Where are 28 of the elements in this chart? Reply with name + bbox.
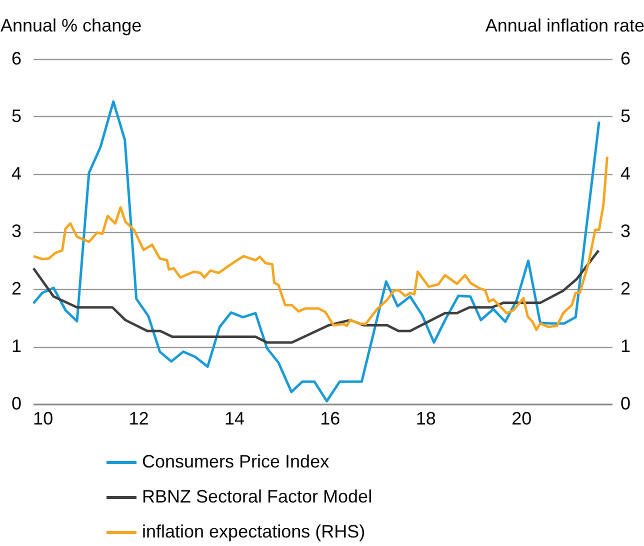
y-tick-label: 2: [11, 278, 22, 298]
y-tick-label: 1: [11, 336, 22, 356]
y2-tick-label: 2: [620, 278, 631, 298]
y2-tick-label: 3: [620, 221, 631, 241]
y2-tick-label: 0: [620, 394, 631, 414]
x-tick-label: 14: [224, 408, 244, 428]
y-tick-label: 6: [11, 48, 22, 68]
line-series: [32, 100, 600, 402]
legend-label: Consumers Price Index: [142, 452, 330, 472]
x-tick-label: 18: [416, 408, 436, 428]
x-tick-label: 12: [128, 408, 149, 428]
y2-tick-label: 5: [620, 106, 631, 126]
legend-label: RBNZ Sectoral Factor Model: [142, 486, 372, 506]
y-tick-label: 0: [11, 394, 22, 414]
y2-tick-label: 4: [620, 164, 631, 184]
y2-tick-label: 6: [620, 48, 631, 68]
line-series: [32, 249, 600, 344]
legend-label: inflation expectations (RHS): [142, 522, 366, 542]
y-tick-label: 5: [11, 106, 22, 126]
y-axis-title: Annual % change: [0, 16, 142, 36]
y2-tick-label: 1: [620, 336, 631, 356]
x-tick-label: 10: [33, 408, 54, 428]
line-series: [32, 156, 608, 332]
x-tick-label: 20: [512, 408, 532, 428]
y2-axis-title: Annual inflation rate: [485, 16, 644, 36]
y-tick-label: 4: [11, 164, 22, 184]
y-tick-label: 3: [11, 221, 22, 241]
x-tick-label: 16: [320, 408, 340, 428]
